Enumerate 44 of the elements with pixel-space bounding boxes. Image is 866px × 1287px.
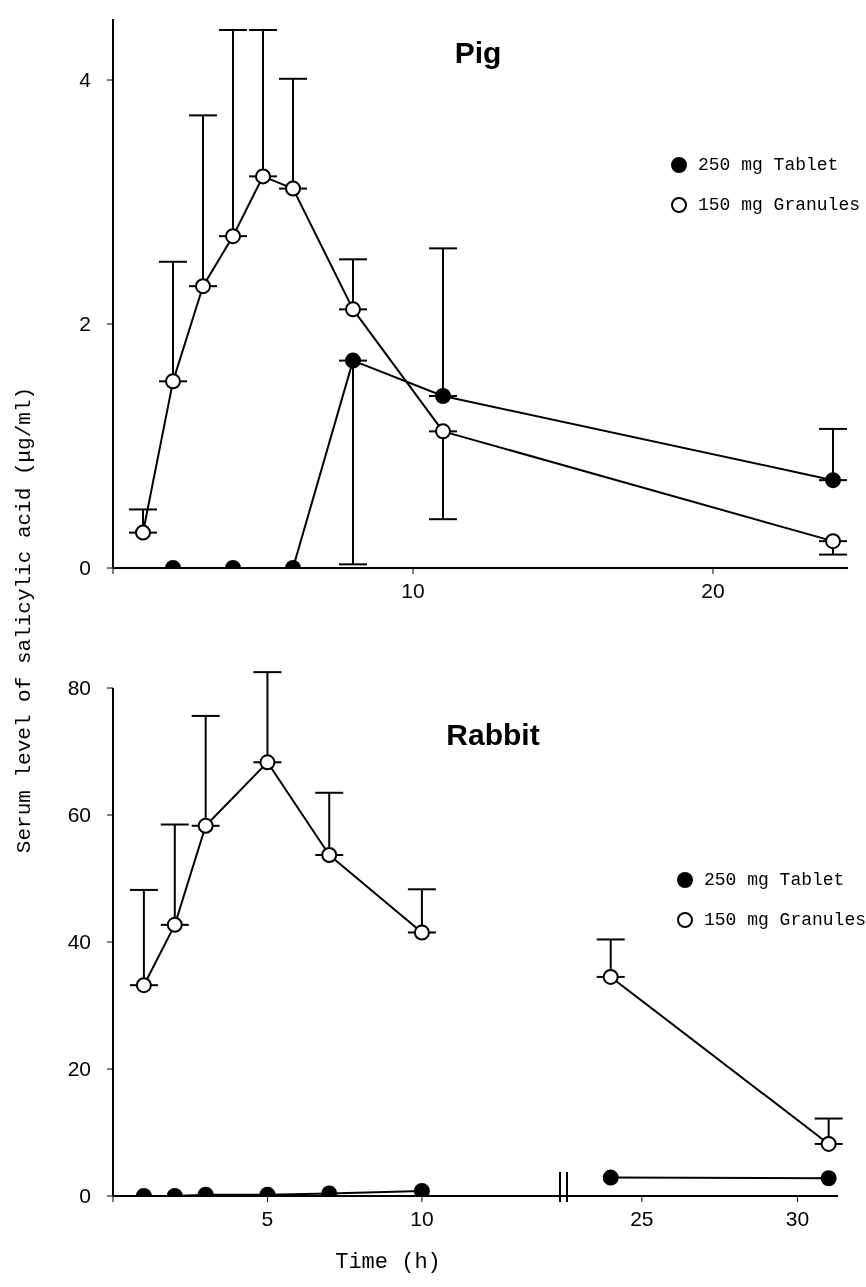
point (345, 301, 361, 318)
point (166, 916, 183, 933)
point (435, 423, 451, 440)
x-tick-label: 10 (410, 1207, 434, 1230)
x-tick-label: 5 (261, 1207, 274, 1230)
x-axis-title: Time (h) (334, 1250, 442, 1275)
y-tick-label: 0 (79, 556, 91, 579)
point (602, 1169, 619, 1186)
legend-label: 250 mg Tablet (704, 869, 845, 892)
y-axis-title: Serum level of salicylic acid (μg/ml) (13, 385, 37, 856)
point (135, 977, 152, 994)
y-tick-label: 40 (67, 930, 91, 953)
point (820, 1170, 837, 1187)
point (345, 352, 361, 369)
y-tick-label: 4 (79, 68, 92, 91)
x-tick-label: 10 (401, 579, 425, 602)
point (165, 373, 181, 390)
x-tick-label: 30 (785, 1207, 810, 1230)
y-tick-label: 0 (79, 1184, 91, 1207)
point (825, 533, 841, 550)
point (197, 817, 214, 834)
point (321, 847, 338, 864)
y-tick-label: 60 (67, 803, 91, 826)
point (435, 387, 451, 404)
legend-label: 150 mg Granules (704, 909, 866, 932)
text: Rabbit (445, 718, 541, 752)
point (825, 472, 841, 489)
y-tick-label: 20 (67, 1057, 91, 1080)
x-tick-label: 25 (630, 1207, 654, 1230)
y-tick-label: 2 (79, 312, 91, 335)
point (413, 1182, 430, 1196)
legend-label: 150 mg Granules (698, 194, 861, 217)
y-tick-label: 80 (67, 676, 91, 699)
legend-label: 250 mg Tablet (698, 154, 839, 177)
point (259, 754, 276, 771)
point (602, 968, 619, 985)
point (820, 1135, 837, 1152)
point (195, 278, 211, 295)
point (135, 524, 151, 541)
point (225, 228, 241, 245)
text: Pig (453, 36, 503, 70)
point (285, 180, 301, 197)
point (413, 924, 430, 941)
point (255, 168, 271, 185)
